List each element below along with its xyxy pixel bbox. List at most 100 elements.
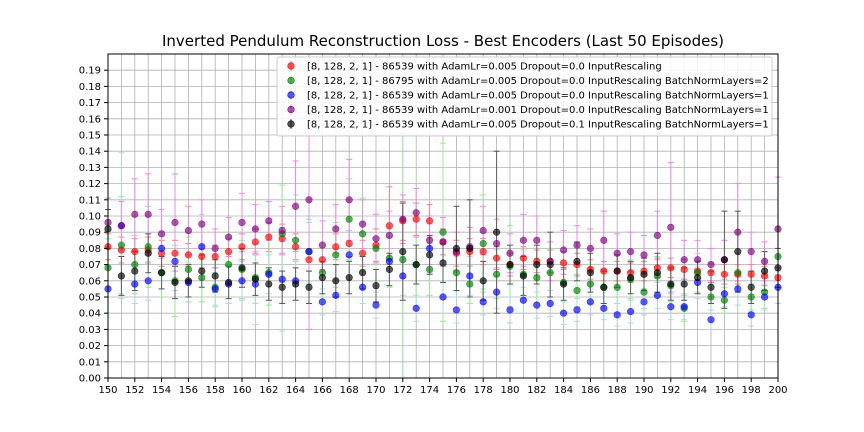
y-tick-label: 0.02 <box>79 341 101 352</box>
data-point <box>506 249 514 257</box>
data-point <box>372 301 380 309</box>
points-series-3 <box>104 222 782 324</box>
data-point <box>586 269 595 277</box>
data-point <box>493 270 501 278</box>
data-point <box>278 275 286 283</box>
data-point <box>318 256 327 264</box>
y-tick-label: 0.16 <box>79 114 101 125</box>
data-point <box>747 293 755 301</box>
data-point <box>238 243 246 251</box>
data-point <box>131 280 139 288</box>
legend-marker <box>287 120 295 128</box>
x-tick-label: 172 <box>393 385 412 396</box>
x-tick-label: 156 <box>179 385 198 396</box>
data-point <box>198 267 206 275</box>
x-tick-label: 168 <box>340 385 359 396</box>
data-point <box>426 236 434 244</box>
data-point <box>586 298 595 306</box>
x-tick-label: 196 <box>715 385 734 396</box>
data-point <box>493 254 501 262</box>
data-point <box>144 249 152 257</box>
data-point <box>332 251 340 259</box>
data-point <box>640 288 648 296</box>
data-point <box>198 252 206 261</box>
data-point <box>292 243 300 251</box>
data-point <box>720 296 729 304</box>
y-tick-label: 0.05 <box>79 293 101 304</box>
data-point <box>466 272 474 280</box>
y-axis-ticks: 0.00 0.01 0.02 0.03 0.04 0.05 0.06 0.07 0.08 0.09… <box>79 66 108 385</box>
y-tick-label: 0.00 <box>79 374 101 385</box>
data-point <box>653 231 662 240</box>
x-tick-label: 154 <box>152 385 171 396</box>
data-point <box>144 243 152 251</box>
data-points <box>104 196 782 324</box>
data-point <box>667 223 675 231</box>
data-point <box>412 261 420 269</box>
y-tick-label: 0.07 <box>79 260 101 271</box>
data-point <box>399 256 407 264</box>
data-point <box>359 220 367 228</box>
data-point <box>117 222 125 230</box>
data-point <box>211 252 219 261</box>
data-point <box>573 257 581 265</box>
x-tick-label: 152 <box>125 385 144 396</box>
y-tick-label: 0.12 <box>79 179 101 190</box>
x-tick-label: 166 <box>313 385 332 396</box>
x-tick-label: 188 <box>608 385 627 396</box>
data-point <box>680 303 688 311</box>
data-point <box>318 298 327 306</box>
data-point <box>640 251 648 259</box>
data-point <box>158 230 166 238</box>
data-point <box>493 228 501 236</box>
data-point <box>359 283 367 291</box>
data-point <box>385 257 394 265</box>
data-point <box>225 278 233 287</box>
legend-marker <box>287 62 295 70</box>
data-point <box>626 307 635 316</box>
data-point <box>131 210 139 218</box>
data-point <box>345 196 353 204</box>
data-point <box>144 210 152 218</box>
data-point <box>265 280 273 288</box>
data-point <box>546 299 554 308</box>
legend-marker <box>287 91 295 99</box>
data-point <box>546 261 554 269</box>
data-point <box>479 248 487 256</box>
y-tick-label: 0.08 <box>79 244 101 255</box>
data-point <box>265 233 273 241</box>
data-point <box>238 277 246 285</box>
data-point <box>238 218 246 227</box>
data-point <box>747 248 755 256</box>
data-point <box>385 231 394 240</box>
data-point <box>586 280 595 288</box>
data-point <box>479 277 487 285</box>
data-point <box>519 272 528 280</box>
data-point <box>117 241 125 249</box>
data-point <box>171 249 179 257</box>
data-point <box>211 272 219 280</box>
x-tick-label: 158 <box>206 385 225 396</box>
legend-label: [8, 128, 2, 1] - 86539 with AdamLr=0.005… <box>307 120 769 131</box>
data-point <box>613 249 621 257</box>
data-point <box>559 309 568 317</box>
data-point <box>238 264 246 272</box>
data-point <box>399 272 407 280</box>
data-point <box>667 264 675 272</box>
data-point <box>359 230 367 238</box>
data-point <box>412 304 420 312</box>
y-tick-label: 0.10 <box>79 212 101 223</box>
data-point <box>265 270 273 278</box>
data-point <box>452 269 461 277</box>
legend-label: [8, 128, 2, 1] - 86795 with AdamLr=0.005… <box>307 76 769 87</box>
x-tick-label: 186 <box>581 385 600 396</box>
data-point <box>466 244 474 252</box>
data-point <box>506 306 514 314</box>
x-tick-label: 194 <box>688 385 707 396</box>
data-point <box>426 217 434 225</box>
data-point <box>345 239 353 248</box>
data-point <box>117 272 125 280</box>
data-point <box>720 270 729 278</box>
